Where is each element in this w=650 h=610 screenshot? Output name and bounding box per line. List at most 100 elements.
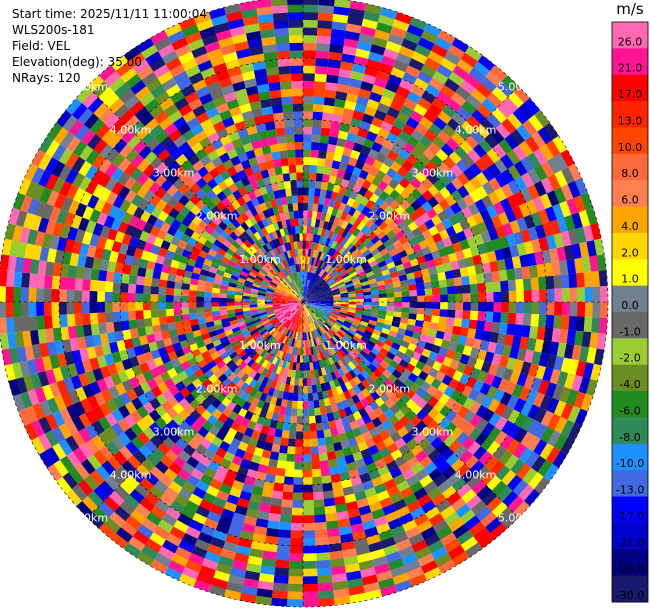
ppi-cell: [553, 232, 565, 249]
ppi-cell: [290, 314, 296, 323]
ppi-cell: [297, 279, 300, 288]
ppi-cell: [406, 135, 420, 148]
ppi-cell: [253, 147, 264, 157]
ppi-cell: [329, 466, 340, 476]
ppi-cell: [355, 292, 364, 297]
ppi-cell: [388, 347, 399, 356]
ppi-cell: [167, 243, 178, 253]
ppi-cell: [228, 182, 239, 194]
ppi-cell: [337, 218, 345, 228]
ppi-cell: [31, 419, 45, 438]
ppi-cell: [196, 290, 205, 297]
ppi-cell: [123, 542, 141, 558]
ppi-cell: [264, 361, 272, 371]
ppi-cell: [242, 307, 251, 312]
ppi-cell: [297, 202, 303, 211]
ppi-cell: [295, 299, 303, 302]
ppi-cell: [232, 252, 242, 261]
ppi-cell: [84, 335, 95, 348]
ppi-cell: [37, 260, 47, 275]
ppi-cell: [157, 442, 171, 456]
ppi-cell: [538, 352, 550, 368]
ppi-cell: [348, 302, 357, 305]
range-ring-label: 2.00km: [196, 382, 238, 395]
ppi-cell: [303, 416, 310, 425]
ppi-cell: [308, 290, 314, 297]
ppi-cell: [279, 521, 292, 531]
ppi-cell: [423, 443, 436, 457]
ppi-cell: [376, 490, 390, 502]
ppi-cell: [283, 288, 291, 294]
ppi-cell: [264, 296, 273, 299]
ppi-cell: [299, 302, 303, 310]
ppi-cell: [447, 118, 462, 132]
ppi-cell: [292, 323, 296, 332]
ppi-cell: [185, 165, 198, 178]
ppi-cell: [322, 324, 329, 332]
ppi-cell: [124, 494, 140, 510]
range-ring-label: 5.00km: [67, 512, 109, 525]
ppi-cell: [600, 302, 608, 318]
colorbar-tick-label: 2.0: [621, 246, 639, 259]
ppi-cell: [101, 343, 112, 356]
ppi-cell: [291, 187, 298, 196]
ppi-cell: [341, 374, 349, 384]
ppi-cell: [93, 449, 108, 466]
ppi-cell: [149, 104, 165, 119]
ppi-cell: [199, 473, 213, 486]
ppi-cell: [219, 364, 230, 374]
ppi-cell: [500, 280, 509, 292]
ppi-cell: [445, 453, 460, 467]
ppi-cell: [320, 181, 329, 191]
ppi-cell: [296, 416, 303, 425]
ppi-cell: [325, 298, 334, 301]
ppi-cell: [299, 302, 303, 310]
ppi-cell: [312, 392, 319, 401]
ppi-cell: [313, 369, 319, 378]
ppi-cell: [290, 292, 297, 298]
ppi-cell: [184, 199, 196, 211]
ppi-cell: [368, 427, 380, 439]
ppi-cell: [52, 410, 66, 427]
ppi-cell: [77, 479, 94, 497]
ppi-cell: [464, 73, 481, 89]
ppi-cell: [236, 370, 246, 380]
ppi-cell: [346, 397, 356, 407]
ppi-cell: [115, 527, 133, 543]
ppi-cell: [318, 445, 327, 454]
ppi-cell: [237, 441, 249, 452]
ppi-cell: [161, 513, 178, 527]
ppi-cell: [508, 290, 517, 302]
ppi-cell: [188, 252, 199, 261]
ppi-cell: [303, 298, 311, 302]
ppi-cell: [162, 337, 173, 347]
ppi-cell: [284, 311, 292, 317]
ppi-cell: [299, 355, 303, 364]
ppi-cell: [290, 306, 297, 312]
ppi-cell: [150, 30, 168, 45]
ppi-cell: [406, 500, 422, 513]
ppi-cell: [524, 240, 535, 255]
ppi-cell: [72, 187, 86, 203]
ppi-cell: [126, 388, 138, 402]
ppi-cell: [322, 390, 329, 400]
ppi-cell: [206, 178, 218, 190]
ppi-cell: [257, 297, 266, 300]
ppi-cell: [282, 290, 290, 296]
ppi-cell: [248, 215, 258, 226]
ppi-cell: [475, 404, 489, 419]
ppi-cell: [454, 444, 468, 459]
ppi-cell: [468, 427, 483, 442]
ppi-cell: [250, 233, 259, 243]
ppi-cell: [502, 75, 519, 92]
ppi-cell: [361, 414, 372, 425]
ppi-cell: [207, 47, 223, 60]
ppi-cell: [130, 153, 145, 168]
ppi-cell: [253, 263, 262, 271]
ppi-cell: [296, 309, 301, 317]
ppi-cell: [354, 458, 366, 470]
ppi-cell: [267, 191, 276, 201]
ppi-cell: [281, 430, 290, 439]
ppi-cell: [466, 356, 478, 368]
ppi-cell: [468, 67, 486, 83]
